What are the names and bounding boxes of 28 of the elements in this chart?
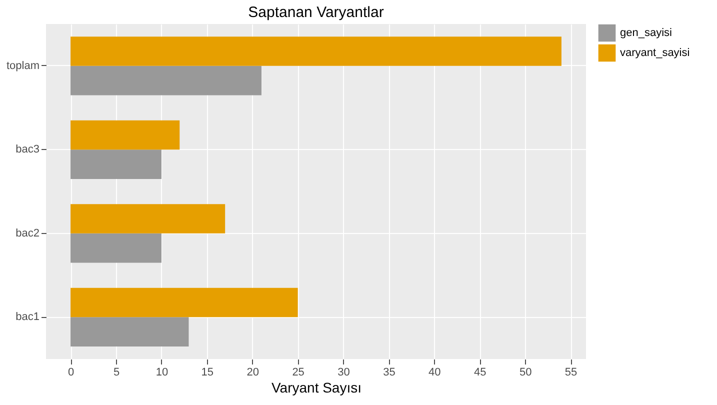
x-tick-label: 15: [201, 366, 214, 378]
bar: [70, 150, 162, 179]
bar: [70, 233, 162, 263]
legend-label: gen_sayisi: [620, 27, 672, 39]
bar: [70, 120, 180, 150]
bar: [70, 66, 262, 96]
bar: [70, 204, 226, 234]
legend-label: varyant_sayisi: [620, 47, 690, 59]
x-tick-label: 50: [519, 366, 532, 378]
x-tick-label: 25: [292, 366, 304, 378]
x-tick-label: 0: [68, 366, 74, 378]
y-tick-label: bac3: [16, 144, 40, 156]
bar: [70, 317, 189, 346]
y-tick-label: toplam: [6, 60, 40, 72]
x-tick-label: 55: [564, 366, 578, 378]
bar: [70, 288, 298, 318]
x-tick-label: 30: [338, 366, 350, 378]
y-tick-label: bac2: [16, 227, 40, 240]
y-tick-label: bac1: [16, 311, 40, 324]
x-tick-label: 5: [113, 366, 120, 378]
x-tick-label: 45: [474, 366, 486, 378]
x-tick-label: 35: [383, 366, 396, 378]
x-tick-label: 40: [428, 366, 441, 378]
x-tick-label: 10: [156, 366, 168, 378]
x-axis-title: Varyant Sayısı: [271, 380, 362, 396]
x-tick-label: 20: [246, 366, 259, 378]
chart-title: Saptanan Varyantlar: [248, 4, 384, 21]
bar: [70, 36, 562, 66]
